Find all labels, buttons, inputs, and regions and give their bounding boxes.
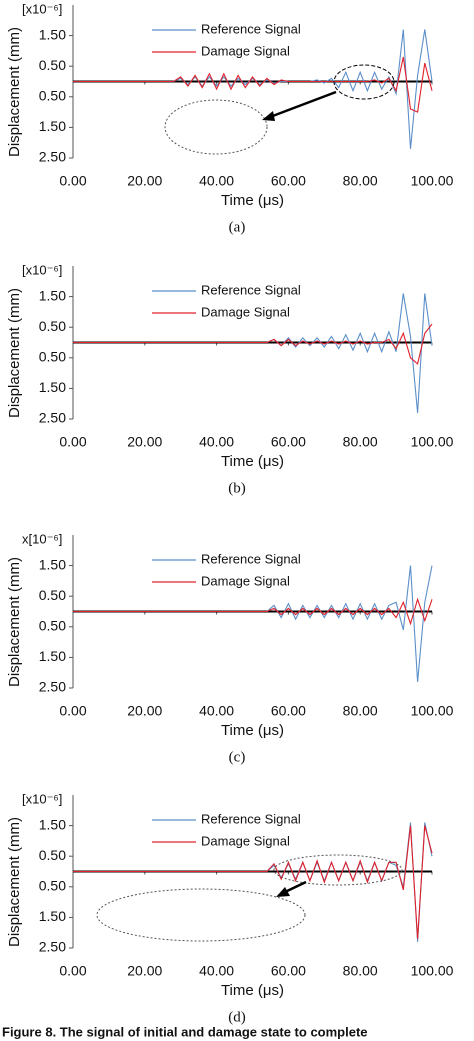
x-tick-label: 80.00 xyxy=(343,963,378,979)
x-tick-label: 0.00 xyxy=(59,703,86,719)
y-tick-label: 1.50 xyxy=(39,816,66,832)
arrow-head xyxy=(262,111,275,121)
x-tick-label: 60.00 xyxy=(271,703,306,719)
y-axis-title: Displacement (mm) xyxy=(6,817,23,947)
signal-line xyxy=(73,825,433,939)
x-tick-label: 80.00 xyxy=(343,173,378,189)
panel-caption: (b) xyxy=(228,480,246,496)
y-tick-label: 1.50 xyxy=(39,908,66,924)
panel-caption: (d) xyxy=(228,1009,246,1025)
signal-line xyxy=(73,323,433,365)
y-tick-label: 0.50 xyxy=(39,88,66,104)
x-tick-label: 60.00 xyxy=(271,434,306,450)
x-tick-label: 100.00 xyxy=(411,703,454,719)
zoom-ellipse xyxy=(273,854,403,886)
y-tick-label: 1.50 xyxy=(39,379,66,395)
x-tick-label: 60.00 xyxy=(271,963,306,979)
panel-caption: (a) xyxy=(229,219,246,235)
x-tick-label: 60.00 xyxy=(271,173,306,189)
legend-label: Reference Signal xyxy=(201,21,301,36)
x-axis-title: Time (μs) xyxy=(221,722,284,739)
y-tick-label: 0.50 xyxy=(39,618,66,634)
y-tick-label: 2.50 xyxy=(39,410,66,426)
zoom-arrow xyxy=(269,90,337,119)
legend-label: Reference Signal xyxy=(201,282,301,297)
legend-label: Reference Signal xyxy=(201,551,301,566)
x-tick-label: 100.00 xyxy=(411,434,454,450)
y-tick-label: 1.50 xyxy=(39,26,66,42)
y-tick-label: 2.50 xyxy=(39,149,66,165)
y-tick-label: 1.50 xyxy=(39,556,66,572)
panel-caption: (c) xyxy=(229,749,246,765)
y-axis-title: Displacement (mm) xyxy=(6,27,23,157)
legend-label: Reference Signal xyxy=(201,811,301,826)
y-tick-label: 1.50 xyxy=(39,287,66,303)
legend-label: Damage Signal xyxy=(201,573,290,588)
unit-label: [x10⁻⁶] xyxy=(22,791,62,806)
figure-caption: Figure 8. The signal of initial and dama… xyxy=(2,1024,368,1039)
x-tick-label: 40.00 xyxy=(199,173,234,189)
legend-label: Damage Signal xyxy=(201,304,290,319)
x-axis-title: Time (μs) xyxy=(221,453,284,470)
x-tick-label: 40.00 xyxy=(199,434,234,450)
x-tick-label: 40.00 xyxy=(199,703,234,719)
x-tick-label: 40.00 xyxy=(199,963,234,979)
signal-line xyxy=(73,29,433,149)
y-tick-label: 0.50 xyxy=(39,318,66,334)
arrow-head xyxy=(276,887,290,897)
x-tick-label: 80.00 xyxy=(343,703,378,719)
y-tick-label: 2.50 xyxy=(39,939,66,955)
x-tick-label: 100.00 xyxy=(411,173,454,189)
x-tick-label: 0.00 xyxy=(59,434,86,450)
y-tick-label: 1.50 xyxy=(39,118,66,134)
legend-label: Damage Signal xyxy=(201,43,290,58)
panel: 1.50 0.50 0.50 1.50 2.50 0.00 20.00 40.00 60.00 8… xyxy=(6,1,454,235)
panel: 1.50 0.50 0.50 1.50 2.50 0.00 20.00 40.00 60.00 8… xyxy=(6,531,454,765)
x-tick-label: 100.00 xyxy=(411,963,454,979)
zoom-ellipse xyxy=(96,888,306,942)
y-tick-label: 0.50 xyxy=(39,587,66,603)
x-tick-label: 0.00 xyxy=(59,963,86,979)
unit-label: x[10⁻⁶] xyxy=(22,531,62,546)
y-tick-label: 2.50 xyxy=(39,679,66,695)
x-tick-label: 80.00 xyxy=(343,434,378,450)
zoom-ellipse xyxy=(333,64,395,100)
zoom-ellipse xyxy=(164,99,268,155)
x-tick-label: 20.00 xyxy=(127,703,162,719)
x-tick-label: 20.00 xyxy=(127,963,162,979)
y-tick-label: 0.50 xyxy=(39,57,66,73)
x-tick-label: 0.00 xyxy=(59,173,86,189)
panel: 1.50 0.50 0.50 1.50 2.50 0.00 20.00 40.00 60.00 8… xyxy=(6,262,454,496)
x-axis-title: Time (μs) xyxy=(221,982,284,999)
zoom-arrow xyxy=(284,880,307,894)
x-axis-title: Time (μs) xyxy=(221,192,284,209)
y-tick-label: 0.50 xyxy=(39,349,66,365)
legend-label: Damage Signal xyxy=(201,833,290,848)
y-axis-title: Displacement (mm) xyxy=(6,288,23,418)
y-tick-label: 0.50 xyxy=(39,847,66,863)
x-tick-label: 20.00 xyxy=(127,434,162,450)
y-tick-label: 0.50 xyxy=(39,878,66,894)
signal-line xyxy=(73,56,433,113)
x-tick-label: 20.00 xyxy=(127,173,162,189)
panel: 1.50 0.50 0.50 1.50 2.50 0.00 20.00 40.00 60.00 8… xyxy=(6,791,454,1025)
unit-label: [x10⁻⁶] xyxy=(22,1,62,16)
y-axis-title: Displacement (mm) xyxy=(6,557,23,687)
y-tick-label: 1.50 xyxy=(39,648,66,664)
unit-label: [x10⁻⁶] xyxy=(22,262,62,277)
signal-line xyxy=(73,597,433,626)
